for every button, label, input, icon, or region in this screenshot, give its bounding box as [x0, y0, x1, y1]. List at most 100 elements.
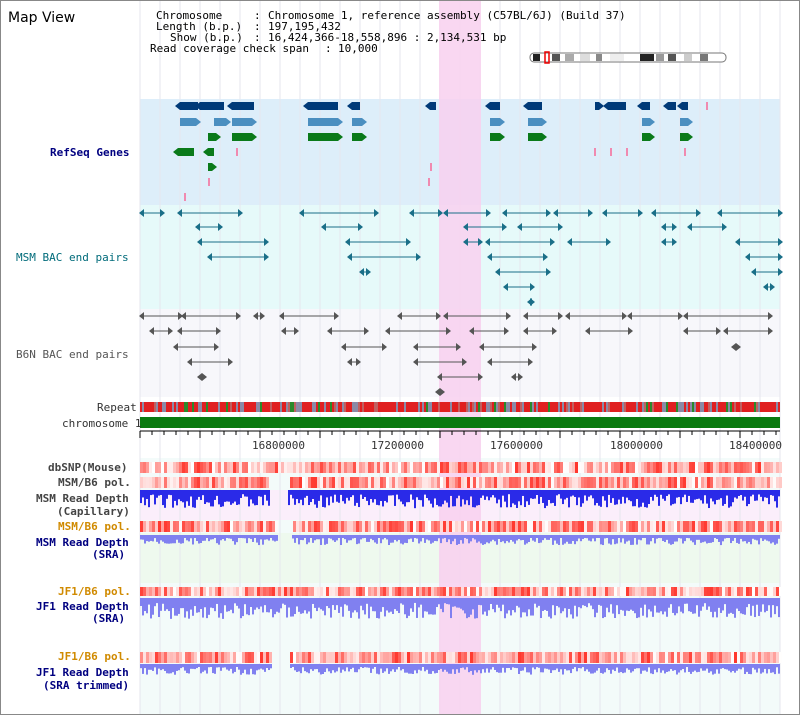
depth-bar [200, 598, 202, 610]
repeat-segment [604, 402, 606, 412]
depth-bar [362, 664, 364, 669]
track-label-jf1-b6-pol2[interactable]: JF1/B6 pol. [58, 650, 131, 663]
heat-cell [488, 462, 491, 473]
heat-cell [434, 477, 437, 488]
heat-cell [548, 462, 551, 473]
depth-bar [490, 664, 492, 670]
gene-arrow [175, 102, 180, 110]
depth-bar [634, 664, 636, 669]
depth-bar [716, 598, 718, 618]
heat-cell [242, 587, 245, 596]
heat-cell [551, 521, 554, 532]
heat-cell [713, 462, 716, 473]
track-label-jf1-read-depth2[interactable]: JF1 Read Depth [36, 666, 129, 679]
heat-cell [293, 587, 296, 596]
depth-bar [506, 535, 508, 542]
heat-cell [425, 477, 428, 488]
track-label-jf1-b6-pol[interactable]: JF1/B6 pol. [58, 585, 131, 598]
depth-bar [184, 598, 186, 618]
heat-cell [476, 652, 479, 663]
depth-bar [390, 535, 392, 543]
depth-bar [198, 490, 200, 497]
depth-bar [638, 490, 640, 508]
heat-cell [536, 587, 539, 596]
heat-cell [326, 587, 329, 596]
depth-bar [176, 535, 178, 540]
track-label-msm-read-depth-sra[interactable]: MSM Read Depth [36, 536, 129, 549]
depth-bar [700, 490, 702, 501]
bac-end [160, 209, 165, 217]
heat-cell [704, 462, 707, 473]
depth-bar [658, 598, 660, 613]
depth-bar [142, 664, 144, 674]
heat-cell [494, 652, 497, 663]
heat-cell [557, 477, 560, 488]
depth-bar [380, 490, 382, 502]
heat-cell [563, 587, 566, 596]
track-label-dbsnp[interactable]: dbSNP(Mouse) [48, 461, 128, 474]
track-label-jf1-read-depth[interactable]: JF1 Read Depth [36, 600, 129, 613]
gene-block [595, 102, 599, 110]
depth-bar [620, 490, 622, 504]
track-label-msm-bac[interactable]: MSM BAC end pairs [16, 251, 129, 264]
depth-bar [424, 490, 426, 495]
track-label-msm-read-depth[interactable]: MSM Read Depth [36, 492, 129, 505]
gene-block [352, 118, 362, 126]
heat-cell [683, 587, 686, 596]
depth-bar [660, 490, 662, 495]
heat-cell [296, 652, 299, 663]
heat-cell [335, 477, 338, 488]
heat-cell [197, 477, 200, 488]
heat-cell [218, 521, 221, 532]
repeat-segment [768, 402, 770, 412]
depth-bar [150, 598, 152, 619]
depth-bar [718, 664, 720, 674]
depth-bar [504, 490, 506, 502]
depth-bar [396, 535, 398, 542]
depth-bar [298, 535, 300, 545]
depth-bar [596, 535, 598, 538]
depth-bar [704, 490, 706, 496]
heat-cell [761, 462, 764, 473]
track-label-msm-b6-pol-sra[interactable]: MSM/B6 pol. [58, 520, 131, 533]
track-label-b6n-bac[interactable]: B6N BAC end pairs [16, 348, 129, 361]
depth-bar [348, 664, 350, 672]
repeat-segment [536, 402, 538, 412]
depth-bar [522, 664, 524, 671]
track-label-refseq[interactable]: RefSeq Genes [50, 146, 130, 159]
depth-bar [172, 535, 174, 544]
bac-end [778, 268, 783, 276]
depth-bar [720, 598, 722, 613]
depth-bar [406, 535, 408, 544]
depth-bar [582, 664, 584, 668]
heat-cell [749, 462, 752, 473]
depth-bar [362, 535, 364, 539]
depth-bar [224, 598, 226, 606]
heat-cell [626, 477, 629, 488]
depth-bar [520, 490, 522, 506]
depth-bar [310, 490, 312, 503]
heat-cell [209, 477, 212, 488]
depth-bar [372, 664, 374, 669]
heat-cell [467, 462, 470, 473]
depth-bar [586, 598, 588, 608]
heat-cell [686, 462, 689, 473]
depth-bar [726, 535, 728, 538]
heat-cell [410, 521, 413, 532]
depth-bar [168, 490, 170, 495]
heat-cell [695, 587, 698, 596]
heat-cell [575, 462, 578, 473]
bac-end [347, 358, 352, 366]
depth-bar [322, 664, 324, 674]
gene-arrow [195, 102, 200, 110]
depth-bar [334, 598, 336, 610]
depth-bar [746, 664, 748, 672]
bac-end [683, 327, 688, 335]
repeat-segment [274, 402, 276, 412]
bac-end [565, 312, 570, 320]
heat-cell [473, 462, 476, 473]
track-label-msm-b6-pol[interactable]: MSM/B6 pol. [58, 476, 131, 489]
heat-cell [635, 521, 638, 532]
depth-bar [696, 598, 698, 606]
